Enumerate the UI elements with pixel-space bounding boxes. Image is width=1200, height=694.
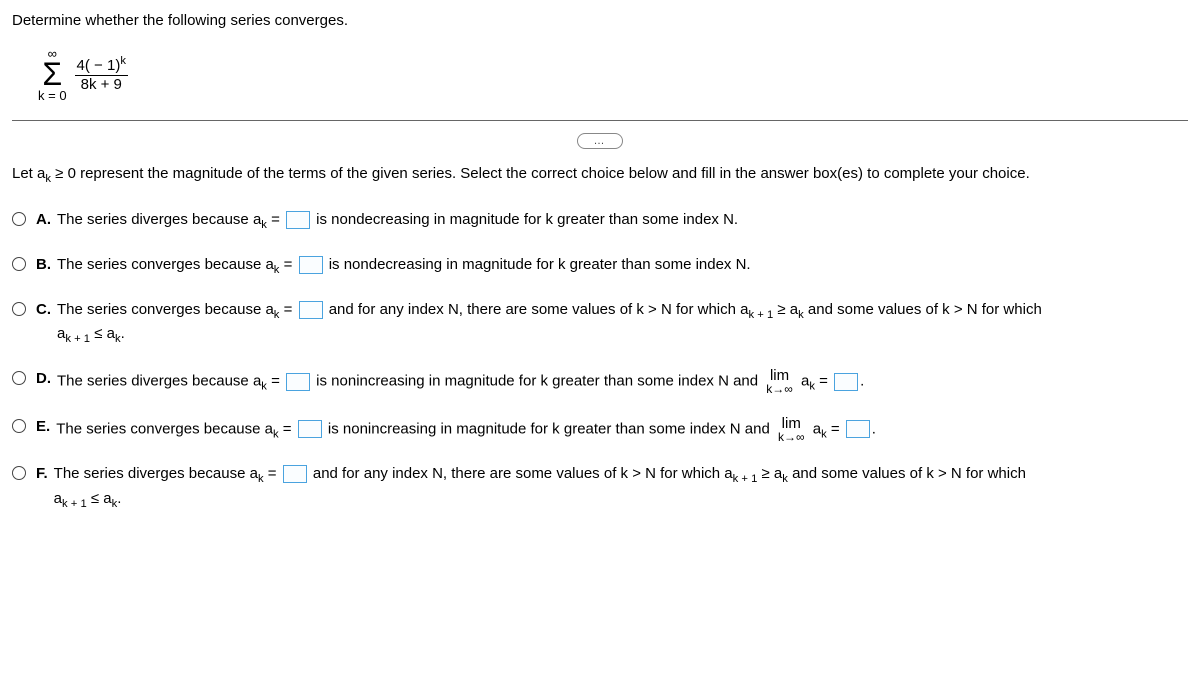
divider <box>12 120 1188 121</box>
blank-input[interactable] <box>286 373 310 391</box>
blank-input[interactable] <box>846 420 870 438</box>
letter-c: C. <box>36 299 51 322</box>
choice-f: F. The series diverges because ak = and … <box>12 463 1188 513</box>
choice-d: D. The series diverges because ak = is n… <box>12 368 1188 395</box>
sigma-lower: k = 0 <box>38 89 67 102</box>
denominator: 8k + 9 <box>79 76 124 94</box>
letter-a: A. <box>36 209 51 232</box>
choice-f-text: The series diverges because ak = and for… <box>54 463 1026 513</box>
radio-e[interactable] <box>12 419 26 433</box>
numerator: 4( − 1)k <box>75 55 128 75</box>
radio-a[interactable] <box>12 212 26 226</box>
choice-list: A. The series diverges because ak = is n… <box>12 209 1188 513</box>
letter-e: E. <box>36 416 50 439</box>
choice-a-text: The series diverges because ak = is nond… <box>57 209 738 234</box>
letter-f: F. <box>36 463 48 486</box>
blank-input[interactable] <box>286 211 310 229</box>
choice-c: C. The series converges because ak = and… <box>12 299 1188 349</box>
fraction: 4( − 1)k 8k + 9 <box>75 55 128 94</box>
choice-d-text: The series diverges because ak = is noni… <box>57 368 864 395</box>
radio-d[interactable] <box>12 371 26 385</box>
letter-d: D. <box>36 368 51 391</box>
radio-b[interactable] <box>12 257 26 271</box>
choice-b: B. The series converges because ak = is … <box>12 254 1188 279</box>
limit: limk→∞ <box>778 416 805 443</box>
limit: limk→∞ <box>766 368 793 395</box>
radio-f[interactable] <box>12 466 26 480</box>
instruction-text: Let ak ≥ 0 represent the magnitude of th… <box>12 165 1188 185</box>
choice-b-text: The series converges because ak = is non… <box>57 254 751 279</box>
series-expression: ∞ Σ k = 0 4( − 1)k 8k + 9 <box>38 47 1188 102</box>
blank-input[interactable] <box>299 256 323 274</box>
sigma-block: ∞ Σ k = 0 <box>38 47 67 102</box>
choice-a: A. The series diverges because ak = is n… <box>12 209 1188 234</box>
blank-input[interactable] <box>298 420 322 438</box>
sigma-symbol: Σ <box>42 60 62 89</box>
letter-b: B. <box>36 254 51 277</box>
blank-input[interactable] <box>834 373 858 391</box>
ellipsis-expander[interactable]: … <box>577 133 623 149</box>
choice-e-text: The series converges because ak = is non… <box>56 416 876 443</box>
choice-c-text: The series converges because ak = and fo… <box>57 299 1042 349</box>
question-text: Determine whether the following series c… <box>12 12 1188 29</box>
blank-input[interactable] <box>299 301 323 319</box>
choice-e: E. The series converges because ak = is … <box>12 416 1188 443</box>
radio-c[interactable] <box>12 302 26 316</box>
blank-input[interactable] <box>283 465 307 483</box>
